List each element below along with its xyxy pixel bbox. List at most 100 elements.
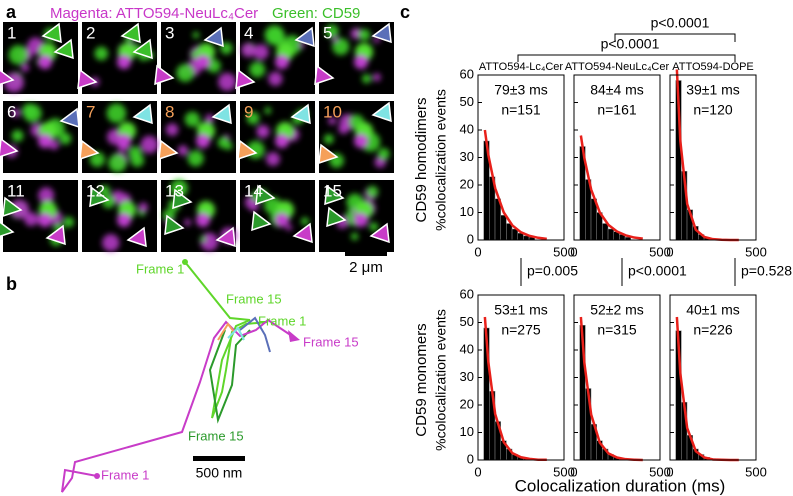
chart-title: ATTO594-DOPE [672, 61, 754, 73]
arrowhead [288, 330, 300, 342]
frame-number: 11 [7, 181, 25, 200]
blob [268, 71, 283, 86]
frame-number: 6 [7, 102, 16, 121]
x-tick-label: 500 [553, 464, 575, 479]
x-tick-label: 0 [666, 464, 673, 479]
chart-title: ATTO594-Lc₄Cer [479, 61, 564, 73]
y-tick-label: 0 [467, 451, 474, 466]
blob [187, 150, 204, 167]
arrowhead [292, 222, 313, 244]
blob [358, 29, 371, 41]
arrowhead [132, 38, 153, 60]
bar [607, 228, 614, 241]
panel-a: a Magenta: ATTO594-NeuLc₄Cer Green: CD59… [0, 2, 394, 276]
blob [354, 213, 368, 227]
blob [366, 185, 379, 198]
frame-number: 12 [86, 181, 105, 200]
blob [372, 73, 381, 82]
x-tick-label: 500 [745, 244, 767, 259]
traj-label: Frame 1 [258, 313, 306, 328]
arrowhead [371, 22, 392, 44]
row-label: CD59 homodimers [413, 97, 430, 222]
x-tick-label: 0 [666, 244, 673, 259]
bar [500, 215, 507, 241]
blob [192, 31, 200, 39]
blobs [176, 31, 237, 91]
traj-label: Frame 15 [226, 291, 282, 306]
x-axis-label: Colocalization duration (ms) [515, 476, 726, 495]
blob [128, 146, 142, 160]
y-tick-label: 20 [460, 176, 474, 191]
arrowhead [369, 222, 390, 244]
start-dot [182, 259, 188, 265]
arrowhead [211, 103, 232, 125]
blob [165, 123, 179, 136]
blob [184, 111, 200, 127]
x-tick-label: 0 [474, 464, 481, 479]
blob [205, 114, 215, 123]
arrowhead [77, 68, 98, 90]
arrowhead [164, 214, 185, 236]
p-value: p=0.528 [741, 263, 792, 279]
blob [266, 152, 281, 167]
panel-label: c [400, 2, 410, 22]
frame: 15 [319, 180, 394, 252]
frame: 3 [154, 22, 237, 94]
arrowhead [235, 68, 256, 90]
frame-number: 7 [86, 102, 95, 121]
title-magenta: Magenta: ATTO594-NeuLc₄Cer [50, 5, 258, 22]
arrowhead [318, 143, 339, 165]
blob [196, 134, 210, 148]
p-value: p<0.0001 [628, 263, 687, 279]
frame-number: 1 [7, 23, 16, 42]
title-green: Green: CD59 [272, 5, 360, 22]
frame-number: 5 [323, 23, 332, 42]
blob [106, 103, 127, 124]
arrowhead [0, 137, 19, 158]
frame-number: 10 [323, 102, 342, 121]
frame-number: 13 [165, 181, 184, 200]
blob [184, 219, 192, 226]
frame-number: 15 [323, 181, 342, 200]
fit-curve [483, 129, 547, 241]
blob [249, 61, 266, 78]
blob [275, 213, 289, 227]
frame: 6 [0, 101, 80, 173]
blobs [323, 113, 390, 168]
arrowhead [132, 103, 153, 125]
blob [89, 151, 105, 167]
frame-number: 2 [86, 23, 95, 42]
arrowhead [237, 139, 258, 161]
y-tick-label: 60 [460, 66, 474, 81]
trajectory [61, 318, 293, 493]
blobs [325, 24, 381, 84]
frame: 10 [318, 101, 394, 173]
arrowhead [0, 69, 15, 86]
arrowhead [45, 224, 66, 246]
arrowhead [371, 101, 392, 123]
scale-bar-label: 2 μm [349, 259, 383, 276]
trajectory [208, 329, 251, 424]
x-tick-label: 0 [474, 244, 481, 259]
blob [11, 108, 21, 118]
blob [59, 132, 72, 145]
blob [253, 44, 269, 60]
frame: 5 [314, 22, 394, 94]
y-tick-label: 30 [460, 149, 474, 164]
blob [275, 55, 289, 69]
blob [241, 43, 256, 58]
arrowhead [294, 26, 315, 48]
y-tick-label: 20 [460, 396, 474, 411]
blob [217, 136, 230, 149]
blob [275, 134, 289, 148]
arrowhead [255, 184, 276, 206]
y-axis-label: %colocalization events [433, 89, 449, 231]
blob [362, 74, 372, 84]
panel-b: b Frame 1 Frame 15 Frame 1 Frame 15 Fram… [6, 259, 359, 493]
arrowhead [79, 139, 100, 161]
scale-bar [193, 456, 245, 461]
blob [140, 135, 159, 154]
